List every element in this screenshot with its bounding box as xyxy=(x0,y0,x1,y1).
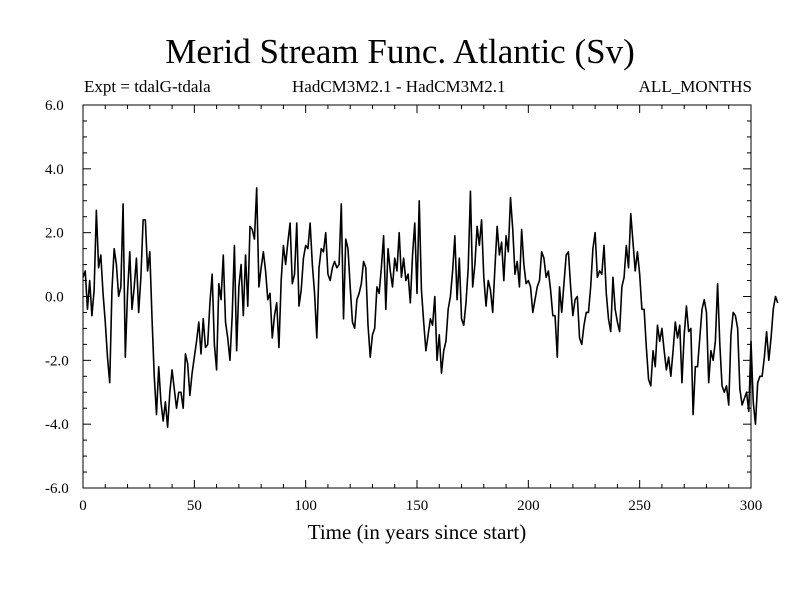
x-tick-label: 150 xyxy=(406,498,429,514)
x-tick-label: 250 xyxy=(628,498,651,514)
chart-title: Merid Stream Func. Atlantic (Sv) xyxy=(165,32,635,71)
x-tick-label: 200 xyxy=(517,498,540,514)
y-tick-label: 4.0 xyxy=(45,162,64,178)
experiment-label: Expt = tdalG-tdala xyxy=(84,77,211,96)
x-tick-label: 50 xyxy=(187,498,202,514)
plot-frame xyxy=(82,104,752,489)
y-tick-label: -4.0 xyxy=(45,417,69,433)
y-tick-label: 0.0 xyxy=(45,290,64,306)
axis-tick-labels: 0 50 100 150 200 250 300 -6.0 -4.0 -2.0 0.0 2.0 4.0 6… xyxy=(45,98,762,514)
y-tick-label: 6.0 xyxy=(45,98,64,114)
axis-ticks xyxy=(82,104,752,489)
x-axis-label: Time (in years since start) xyxy=(307,520,527,544)
y-tick-label: -2.0 xyxy=(45,353,69,369)
series-line xyxy=(82,187,779,429)
x-tick-label: 100 xyxy=(294,498,317,514)
model-comparison-label: HadCM3M2.1 - HadCM3M2.1 xyxy=(292,77,506,96)
x-tick-label: 300 xyxy=(740,498,763,514)
y-tick-label: -6.0 xyxy=(45,481,69,497)
y-tick-label: 2.0 xyxy=(45,226,64,242)
months-label: ALL_MONTHS xyxy=(638,77,752,96)
x-tick-label: 0 xyxy=(79,498,87,514)
